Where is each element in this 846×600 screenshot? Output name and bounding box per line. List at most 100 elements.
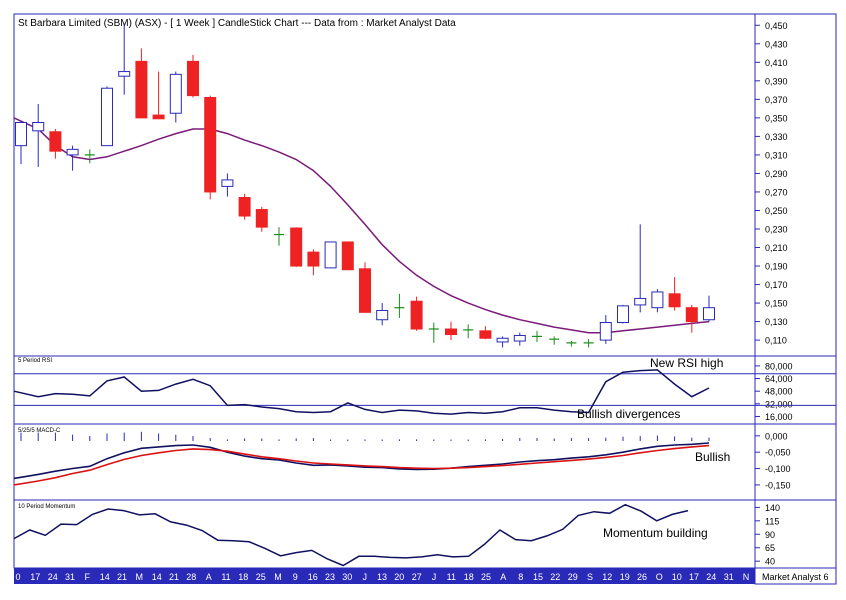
candle-body: [324, 241, 337, 269]
macd-axis-ticks: 0,000 -0,050 -0,100 -0,150: [755, 431, 791, 490]
candle-body: [152, 114, 165, 120]
date-label-7: M: [136, 572, 144, 582]
macd-tick-label-1: -0,050: [765, 448, 791, 458]
rsi-panel-frame: [13, 355, 756, 425]
candle-body: [135, 60, 148, 119]
candle-body: [255, 209, 268, 228]
date-label-23: 27: [412, 572, 422, 582]
rsi-tick-label-2: 48,000: [765, 387, 793, 397]
price-tick-label-1: 0,430: [765, 39, 788, 49]
candle-body: [341, 241, 354, 271]
price-moving-average: [13, 117, 710, 334]
date-label-8: 14: [152, 572, 162, 582]
price-tick-label-7: 0,310: [765, 150, 788, 160]
candle-body: [32, 121, 45, 132]
date-label-38: 10: [672, 572, 682, 582]
price-tick-label-14: 0,170: [765, 280, 788, 290]
candle-body: [668, 293, 681, 308]
date-label-19: 30: [342, 572, 352, 582]
candle-body: [359, 268, 371, 313]
date-label-31: 22: [550, 572, 560, 582]
momentum-line: [13, 503, 689, 567]
date-label-20: J: [362, 572, 367, 582]
rsi-annotation-new-high: New RSI high: [650, 356, 723, 370]
candle-body: [238, 197, 251, 217]
rsi-reference-lines: [14, 373, 836, 406]
candle-body: [410, 300, 423, 330]
date-label-42: N: [743, 572, 750, 582]
date-label-34: 12: [602, 572, 612, 582]
momentum-annotation: Momentum building: [603, 526, 708, 540]
macd-panel-title: 5/25/5 MACD-C: [18, 428, 61, 434]
date-label-33: S: [587, 572, 593, 582]
price-tick-label-4: 0,370: [765, 95, 788, 105]
price-tick-label-11: 0,230: [765, 224, 788, 234]
date-label-15: M: [274, 572, 282, 582]
date-label-32: 29: [568, 572, 578, 582]
momentum-series: [13, 503, 689, 567]
date-label-27: 25: [481, 572, 491, 582]
date-label-3: 31: [65, 572, 75, 582]
candle-body: [169, 73, 182, 114]
date-label-6: 21: [117, 572, 127, 582]
candle-body: [221, 179, 234, 187]
date-label-16: 9: [293, 572, 298, 582]
rsi-tick-label-4: 16,000: [765, 412, 793, 422]
footer-label: Market Analyst 6: [762, 572, 829, 582]
price-tick-label-6: 0,330: [765, 132, 788, 142]
candle-body: [118, 71, 131, 77]
price-tick-label-15: 0,150: [765, 299, 788, 309]
rsi-tick-label-1: 64,000: [765, 374, 793, 384]
price-axis-band: [754, 13, 837, 357]
date-label-39: 17: [689, 572, 699, 582]
date-label-2: 24: [48, 572, 58, 582]
rsi-tick-label-3: 32,000: [765, 399, 793, 409]
price-tick-label-10: 0,250: [765, 206, 788, 216]
date-label-10: 28: [186, 572, 196, 582]
macd-tick-label-2: -0,100: [765, 464, 791, 474]
date-label-28: A: [500, 572, 506, 582]
candle-body: [101, 87, 113, 147]
price-tick-label-8: 0,290: [765, 169, 788, 179]
price-tick-label-5: 0,350: [765, 113, 788, 123]
date-label-21: 13: [377, 572, 387, 582]
date-label-26: 18: [464, 572, 474, 582]
date-label-0: 0: [15, 572, 20, 582]
candle-body: [496, 337, 509, 343]
rsi-panel-title: 5 Period RSI: [18, 358, 52, 364]
candle-body: [307, 251, 320, 267]
candle-body: [66, 148, 79, 156]
rsi-tick-label-0: 80,000: [765, 361, 793, 371]
momentum-tick-label-3: 65: [765, 543, 775, 553]
price-tick-label-2: 0,410: [765, 58, 788, 68]
candle-body: [445, 328, 457, 336]
price-axis-ticks: 0,450 0,430 0,410 0,390 0,370 0,350 0,330 0,310…: [755, 21, 788, 346]
date-label-22: 20: [394, 572, 404, 582]
macd-line-1: [13, 444, 710, 486]
date-label-1: 17: [30, 572, 40, 582]
price-tick-label-3: 0,390: [765, 76, 788, 86]
candle-body: [617, 305, 629, 324]
rsi-axis-ticks: 80,000 64,000 48,000 32,000 16,000: [755, 361, 793, 422]
macd-axis-band: [754, 423, 837, 501]
date-axis-labels: 0 17 24 31 F 14 21 M 14 21 28 A 11 18 25 M 9 16 23 30 J 13 20 2…: [15, 572, 749, 582]
date-label-41: 31: [724, 572, 734, 582]
date-label-5: 14: [100, 572, 110, 582]
macd-annotation-bullish: Bullish: [695, 450, 730, 464]
macd-tick-label-3: -0,150: [765, 480, 791, 490]
moving-average-line: [13, 117, 710, 334]
date-label-12: 11: [221, 572, 230, 582]
date-label-17: 16: [308, 572, 318, 582]
date-label-35: 19: [620, 572, 630, 582]
date-label-24: J: [432, 572, 437, 582]
candle-body: [651, 291, 664, 309]
price-tick-label-9: 0,270: [765, 187, 788, 197]
date-axis-band: [14, 568, 755, 584]
momentum-tick-label-0: 140: [765, 503, 780, 513]
price-tick-label-17: 0,110: [765, 336, 787, 346]
footer-box: [754, 567, 837, 585]
chart-title: St Barbara Limited (SBM) (ASX) - [ 1 Wee…: [18, 18, 456, 29]
candle-body: [290, 227, 303, 267]
momentum-tick-label-2: 90: [765, 530, 775, 540]
